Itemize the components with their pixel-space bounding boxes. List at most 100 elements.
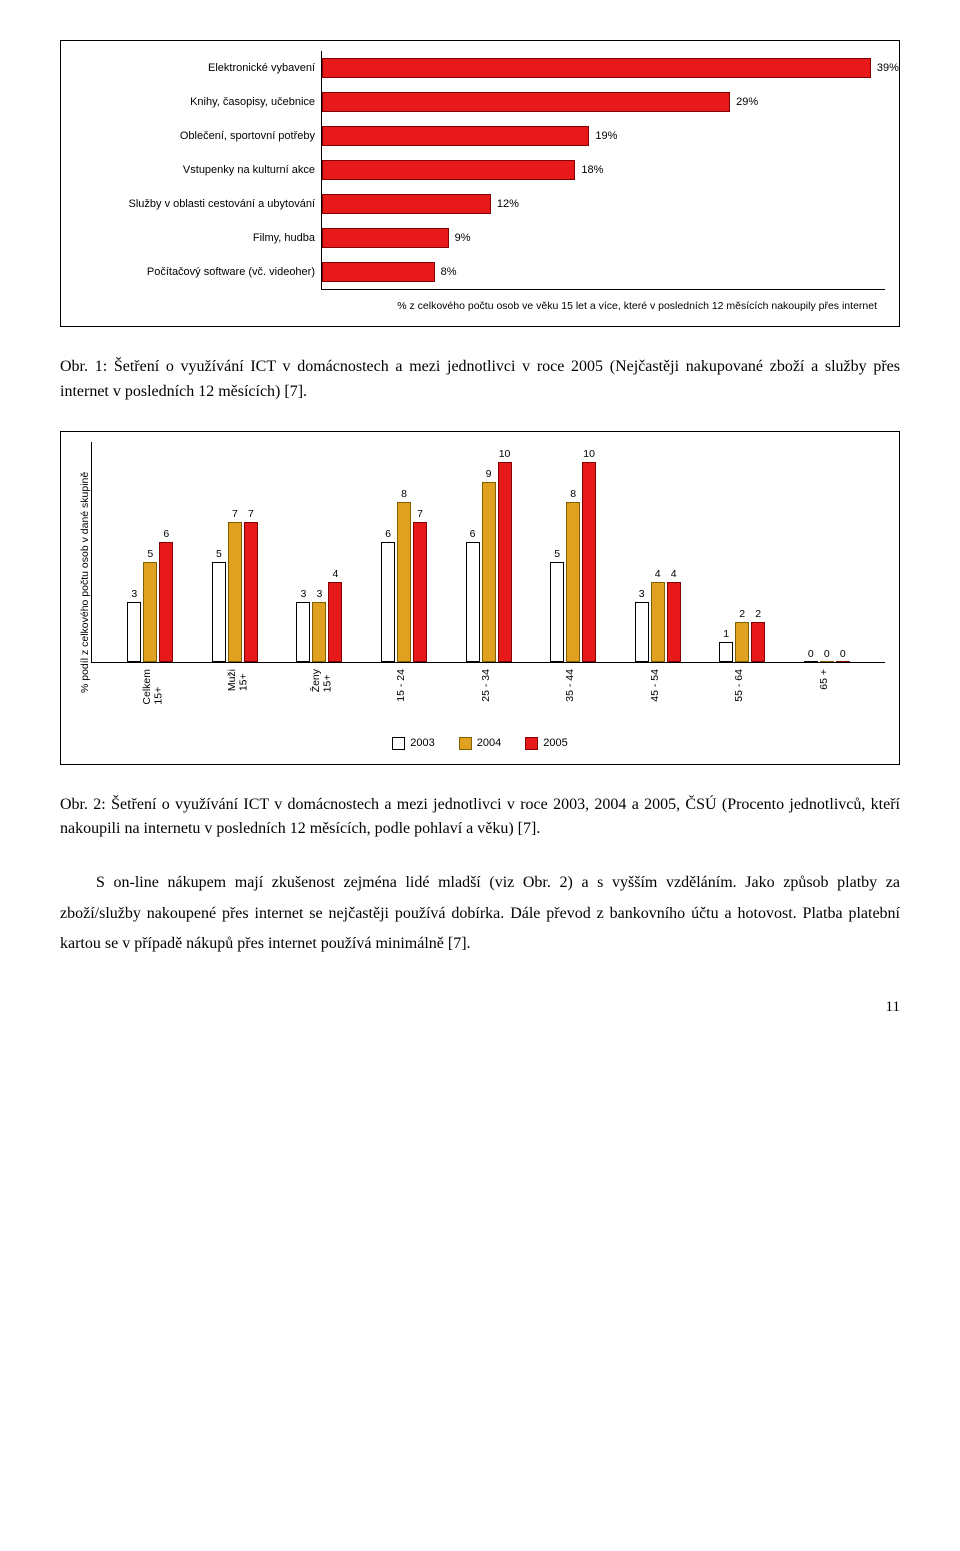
chart2-bar-value: 4 — [650, 568, 666, 580]
chart2-bar — [413, 522, 427, 662]
chart2-bar — [550, 562, 564, 662]
chart2-bar — [804, 661, 818, 662]
chart2-legend: 200320042005 — [75, 737, 885, 750]
chart2-bar — [751, 622, 765, 662]
chart1-row: Služby v oblasti cestování a ubytování12… — [75, 187, 885, 221]
chart2-bar-value: 7 — [412, 508, 428, 520]
chart2-category-label: 45 - 54 — [650, 669, 662, 702]
chart2-bar-value: 2 — [750, 608, 766, 620]
chart2-bar-value: 7 — [227, 508, 243, 520]
chart1-row-label: Služby v oblasti cestování a ubytování — [75, 198, 321, 211]
chart1-row: Knihy, časopisy, učebnice 29% — [75, 85, 885, 119]
chart2-bar-value: 2 — [734, 608, 750, 620]
chart2-bar-value: 3 — [634, 588, 650, 600]
chart2-bar-value: 10 — [497, 448, 513, 460]
chart1-bar-value: 39% — [871, 58, 899, 78]
chart2-bar — [466, 542, 480, 662]
chart2-bar — [244, 522, 258, 662]
chart2-bar-value: 6 — [380, 528, 396, 540]
chart2-bar — [635, 602, 649, 662]
chart2-legend-swatch — [459, 737, 472, 750]
chart2-bar-value: 3 — [126, 588, 142, 600]
chart1-row-plot: 18% — [321, 153, 885, 187]
chart2-categories: Celkem 15+ Muži 15+ Ženy 15+ 15 - 24 25 - 34… — [91, 663, 885, 723]
chart2-bar — [228, 522, 242, 662]
chart2-group: 344 — [635, 442, 681, 662]
chart2-bar — [312, 602, 326, 662]
chart1-bar — [322, 160, 575, 180]
chart1-bar — [322, 262, 435, 282]
chart2-group: 122 — [719, 442, 765, 662]
chart1-row-plot: 19% — [321, 119, 885, 153]
chart2-bar — [212, 562, 226, 662]
chart2-legend-item: 2005 — [525, 737, 567, 750]
chart2-category-label: 65 + — [819, 669, 831, 690]
chart2-bar-value: 1 — [718, 628, 734, 640]
caption-figure-2: Obr. 2: Šetření o využívání ICT v domácn… — [60, 793, 900, 843]
chart2-group: 5810 — [550, 442, 596, 662]
chart2-bar — [735, 622, 749, 662]
chart2-group: 000 — [804, 442, 850, 662]
chart2-category-label: 15 - 24 — [396, 669, 408, 702]
chart1-row-label: Oblečení, sportovní potřeby — [75, 130, 321, 143]
chart1-row-label: Filmy, hudba — [75, 232, 321, 245]
chart2-bar — [482, 482, 496, 662]
chart2-y-axis-label: % podíl z celkového počtu osob v dané sk… — [75, 442, 91, 723]
chart2-bar — [498, 462, 512, 662]
chart1-bar — [322, 58, 871, 78]
chart2-bar-value: 8 — [565, 488, 581, 500]
chart2-category-label: Ženy 15+ — [311, 669, 334, 692]
chart2-bar-value: 0 — [835, 648, 851, 660]
chart2-group: 356 — [127, 442, 173, 662]
chart2-bar-value: 4 — [666, 568, 682, 580]
chart2-legend-swatch — [525, 737, 538, 750]
chart2-category-label: 25 - 34 — [481, 669, 493, 702]
chart2-bar — [582, 462, 596, 662]
body-paragraph: S on-line nákupem mají zkušenost zejména… — [60, 868, 900, 959]
chart1-row-label: Elektronické vybavení — [75, 62, 321, 75]
chart2-bar-value: 7 — [243, 508, 259, 520]
chart2-bar — [143, 562, 157, 662]
chart1-row-label: Vstupenky na kulturní akce — [75, 164, 321, 177]
chart2-group: 6 910 — [466, 442, 512, 662]
chart2-category-label: 35 - 44 — [565, 669, 577, 702]
chart2-group: 6 87 — [381, 442, 427, 662]
chart1-horizontal-bar: Elektronické vybavení39%Knihy, časopisy,… — [75, 51, 885, 290]
chart1-row-label: Knihy, časopisy, učebnice — [75, 96, 321, 109]
chart1-row: Vstupenky na kulturní akce 18% — [75, 153, 885, 187]
chart1-bar — [322, 126, 589, 146]
chart2-bar — [159, 542, 173, 662]
chart2-bar — [296, 602, 310, 662]
chart1-row: Počítačový software (vč. videoher)8% — [75, 255, 885, 289]
chart1-bar-value: 9% — [449, 228, 471, 248]
chart2-legend-item: 2004 — [459, 737, 501, 750]
chart1-bar — [322, 92, 730, 112]
chart1-row-plot: 9% — [321, 221, 885, 255]
chart2-bar-value: 6 — [465, 528, 481, 540]
chart1-row-label: Počítačový software (vč. videoher) — [75, 266, 321, 279]
chart1-row: Elektronické vybavení39% — [75, 51, 885, 85]
chart1-bar-value: 18% — [575, 160, 603, 180]
chart2-bar — [719, 642, 733, 662]
chart1-bar — [322, 228, 449, 248]
chart2-category-label: Muži 15+ — [227, 669, 250, 691]
chart2-bar — [820, 661, 834, 662]
chart2-category-label: Celkem 15+ — [142, 669, 165, 705]
chart2-bar-value: 9 — [481, 468, 497, 480]
chart1-row: Filmy, hudba 9% — [75, 221, 885, 255]
chart1-row: Oblečení, sportovní potřeby 19% — [75, 119, 885, 153]
chart2-bar-value: 5 — [211, 548, 227, 560]
chart1-bar-value: 19% — [589, 126, 617, 146]
chart1-bar-value: 29% — [730, 92, 758, 112]
chart1-row-plot: 39% — [321, 51, 885, 85]
chart2-bar — [381, 542, 395, 662]
chart2-bar-value: 3 — [311, 588, 327, 600]
chart2-legend-label: 2004 — [477, 737, 501, 749]
chart2-group: 5 77 — [212, 442, 258, 662]
chart2-bar-value: 3 — [295, 588, 311, 600]
chart2-bar — [127, 602, 141, 662]
caption-figure-1: Obr. 1: Šetření o využívání ICT v domácn… — [60, 355, 900, 405]
chart2-grouped-bar: 35657733468769105810344122000 — [91, 442, 885, 663]
chart2-bar — [566, 502, 580, 662]
chart2-bar-value: 8 — [396, 488, 412, 500]
